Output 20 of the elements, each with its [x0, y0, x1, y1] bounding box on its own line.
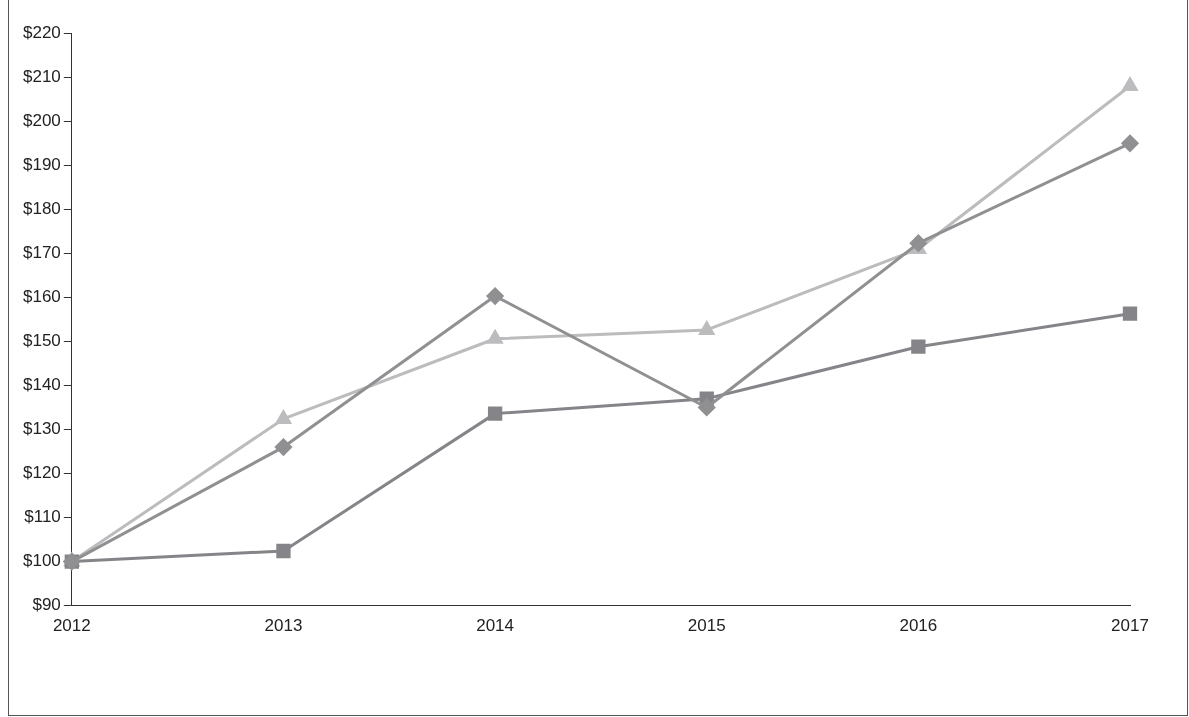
y-tick-label: $150: [22, 331, 61, 351]
x-tick-label: 2012: [52, 616, 91, 636]
y-tick-label: $190: [22, 154, 61, 174]
x-tick-label: 2015: [687, 616, 726, 636]
y-tick-label: $140: [22, 375, 61, 395]
x-tick-label: 2016: [899, 616, 938, 636]
y-tick-label: $120: [22, 463, 61, 483]
x-tick-label: 2017: [1111, 616, 1149, 636]
y-tick-label: $110: [24, 507, 61, 527]
y-tick-label: $200: [22, 110, 61, 130]
y-tick-label: $130: [22, 419, 61, 439]
y-tick-label: $100: [22, 551, 61, 571]
y-tick-label: $210: [22, 66, 61, 86]
y-tick-label: $220: [22, 22, 61, 42]
y-tick-label: $160: [22, 287, 61, 307]
y-tick-label: $180: [22, 199, 61, 219]
x-tick-label: 2014: [476, 616, 515, 636]
y-tick-label: $170: [22, 243, 61, 263]
y-tick-label: $90: [32, 595, 61, 615]
x-tick-label: 2013: [264, 616, 303, 636]
